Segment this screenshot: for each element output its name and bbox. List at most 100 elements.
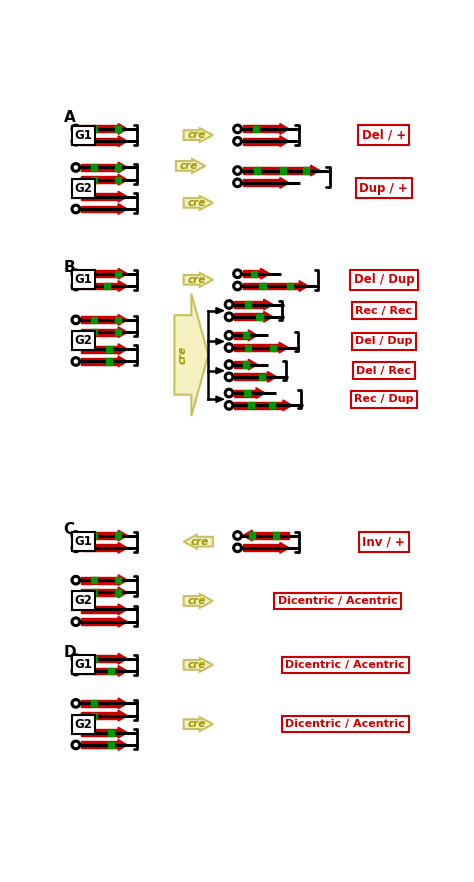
Polygon shape bbox=[280, 123, 289, 134]
Polygon shape bbox=[118, 327, 128, 338]
Polygon shape bbox=[243, 333, 249, 339]
Polygon shape bbox=[81, 532, 118, 539]
Polygon shape bbox=[118, 344, 128, 355]
Polygon shape bbox=[115, 329, 121, 335]
Polygon shape bbox=[259, 374, 265, 380]
Text: A: A bbox=[64, 110, 75, 125]
Polygon shape bbox=[273, 533, 279, 539]
Polygon shape bbox=[251, 271, 257, 277]
Polygon shape bbox=[118, 530, 128, 541]
Polygon shape bbox=[103, 283, 109, 289]
Circle shape bbox=[234, 282, 241, 290]
Circle shape bbox=[72, 163, 80, 171]
Circle shape bbox=[225, 332, 233, 340]
Polygon shape bbox=[269, 402, 275, 408]
Circle shape bbox=[72, 270, 80, 278]
Circle shape bbox=[72, 544, 80, 551]
Polygon shape bbox=[235, 373, 267, 380]
Polygon shape bbox=[108, 729, 114, 736]
Text: G1: G1 bbox=[74, 535, 92, 548]
Polygon shape bbox=[264, 311, 273, 322]
Polygon shape bbox=[243, 544, 280, 551]
Polygon shape bbox=[118, 698, 128, 709]
Polygon shape bbox=[280, 168, 286, 174]
Text: cre: cre bbox=[180, 161, 198, 171]
Polygon shape bbox=[216, 368, 224, 374]
Circle shape bbox=[72, 667, 80, 675]
Text: G2: G2 bbox=[74, 594, 92, 608]
Polygon shape bbox=[91, 176, 97, 183]
Circle shape bbox=[72, 618, 80, 625]
Text: Dicentric / Acentric: Dicentric / Acentric bbox=[278, 596, 398, 606]
Circle shape bbox=[234, 270, 241, 278]
Text: Inv / +: Inv / + bbox=[363, 535, 405, 548]
Polygon shape bbox=[235, 402, 283, 409]
Circle shape bbox=[72, 138, 80, 146]
Text: Del / +: Del / + bbox=[362, 129, 406, 142]
Polygon shape bbox=[91, 655, 97, 662]
Polygon shape bbox=[118, 175, 128, 185]
Text: cre: cre bbox=[188, 596, 206, 606]
Polygon shape bbox=[261, 268, 270, 279]
Polygon shape bbox=[91, 317, 97, 323]
Polygon shape bbox=[267, 371, 277, 382]
Polygon shape bbox=[108, 742, 114, 748]
Polygon shape bbox=[81, 176, 118, 183]
Circle shape bbox=[72, 316, 80, 324]
Polygon shape bbox=[287, 283, 293, 289]
Polygon shape bbox=[243, 138, 280, 145]
Text: G1: G1 bbox=[74, 129, 92, 142]
Polygon shape bbox=[115, 126, 121, 132]
Polygon shape bbox=[183, 196, 213, 210]
Polygon shape bbox=[118, 728, 128, 738]
Polygon shape bbox=[115, 271, 121, 277]
Text: Dicentric / Acentric: Dicentric / Acentric bbox=[285, 660, 405, 669]
Polygon shape bbox=[299, 280, 309, 291]
Circle shape bbox=[225, 344, 233, 351]
Text: cre: cre bbox=[188, 660, 206, 669]
Polygon shape bbox=[118, 191, 128, 202]
Polygon shape bbox=[264, 299, 273, 310]
Polygon shape bbox=[183, 658, 213, 672]
Polygon shape bbox=[81, 606, 118, 613]
Text: G2: G2 bbox=[74, 334, 92, 348]
Polygon shape bbox=[81, 270, 118, 277]
Text: Del / Dup: Del / Dup bbox=[355, 336, 412, 347]
Polygon shape bbox=[81, 618, 118, 625]
Polygon shape bbox=[249, 533, 255, 539]
Text: Dup / +: Dup / + bbox=[359, 182, 408, 195]
Polygon shape bbox=[81, 138, 118, 145]
Polygon shape bbox=[118, 162, 128, 173]
Circle shape bbox=[225, 373, 233, 381]
Polygon shape bbox=[216, 339, 224, 345]
Circle shape bbox=[72, 654, 80, 662]
Polygon shape bbox=[118, 315, 128, 325]
Polygon shape bbox=[115, 164, 121, 170]
Polygon shape bbox=[81, 346, 118, 353]
Circle shape bbox=[225, 301, 233, 309]
Polygon shape bbox=[243, 362, 249, 368]
Polygon shape bbox=[280, 177, 289, 188]
Polygon shape bbox=[81, 700, 118, 706]
Polygon shape bbox=[118, 123, 128, 134]
Polygon shape bbox=[245, 345, 251, 351]
Polygon shape bbox=[235, 332, 248, 339]
Circle shape bbox=[72, 699, 80, 707]
Polygon shape bbox=[106, 346, 112, 352]
Polygon shape bbox=[91, 700, 97, 706]
Polygon shape bbox=[87, 271, 93, 277]
Polygon shape bbox=[118, 280, 128, 291]
Polygon shape bbox=[259, 283, 265, 289]
Circle shape bbox=[234, 138, 241, 146]
Polygon shape bbox=[118, 654, 128, 664]
Polygon shape bbox=[216, 308, 224, 314]
Polygon shape bbox=[235, 390, 256, 397]
Polygon shape bbox=[81, 164, 118, 171]
Text: cre: cre bbox=[191, 536, 209, 547]
Polygon shape bbox=[248, 330, 257, 340]
Polygon shape bbox=[81, 589, 118, 596]
Text: cre: cre bbox=[178, 346, 188, 364]
Polygon shape bbox=[108, 668, 114, 674]
Polygon shape bbox=[216, 396, 224, 402]
Polygon shape bbox=[115, 533, 121, 539]
